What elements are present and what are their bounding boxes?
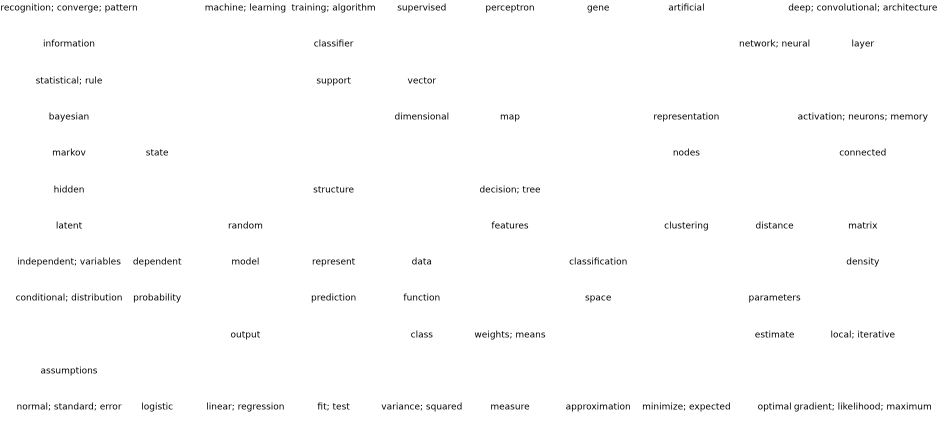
term-label: clustering bbox=[664, 221, 709, 232]
term-label: bayesian bbox=[48, 112, 90, 123]
term-label: random bbox=[227, 221, 263, 232]
term-label: map bbox=[500, 112, 520, 123]
term-label: perceptron bbox=[485, 3, 535, 14]
term-label: artificial bbox=[668, 3, 705, 14]
term-label: linear; regression bbox=[206, 402, 285, 413]
term-label: structure bbox=[313, 185, 355, 195]
term-label: output bbox=[230, 330, 261, 341]
term-label: represent bbox=[311, 257, 356, 268]
term-label: gradient; likelihood; maximum bbox=[793, 402, 932, 413]
term-label: independent; variables bbox=[17, 257, 121, 268]
term-label: dependent bbox=[132, 257, 182, 268]
term-label: estimate bbox=[754, 330, 795, 341]
term-label: space bbox=[584, 293, 612, 304]
term-label: measure bbox=[490, 402, 530, 413]
term-label: probability bbox=[133, 293, 182, 304]
term-label: dimensional bbox=[394, 112, 450, 123]
term-label: weights; means bbox=[474, 330, 546, 341]
term-label: connected bbox=[839, 148, 887, 159]
term-label: supervised bbox=[397, 3, 447, 14]
term-label: hidden bbox=[53, 185, 85, 195]
term-label: markov bbox=[52, 148, 86, 159]
term-label: local; iterative bbox=[830, 330, 896, 341]
term-label: representation bbox=[653, 112, 720, 123]
term-label: network; neural bbox=[739, 39, 811, 50]
term-label: variance; squared bbox=[381, 402, 463, 413]
term-label: layer bbox=[851, 39, 875, 50]
term-label: density bbox=[846, 257, 880, 268]
term-label: features bbox=[491, 221, 529, 232]
term-label: nodes bbox=[672, 148, 700, 159]
term-label: decision; tree bbox=[479, 185, 541, 195]
term-label: normal; standard; error bbox=[16, 402, 122, 413]
term-label: information bbox=[43, 39, 95, 50]
term-label: state bbox=[145, 148, 169, 159]
term-label: distance bbox=[755, 221, 794, 232]
term-label: assumptions bbox=[40, 366, 98, 377]
term-label: recognition; converge; pattern bbox=[0, 3, 138, 14]
term-label: gene bbox=[586, 3, 610, 14]
term-label: machine; learning bbox=[204, 3, 287, 14]
term-label: minimize; expected bbox=[642, 402, 731, 413]
term-label: matrix bbox=[848, 221, 878, 232]
term-label: class bbox=[410, 330, 433, 341]
term-label: latent bbox=[55, 221, 83, 232]
term-label: deep; convolutional; architecture bbox=[788, 3, 938, 14]
term-label: vector bbox=[407, 76, 437, 87]
term-label: classification bbox=[569, 257, 628, 268]
term-label: logistic bbox=[141, 402, 174, 413]
term-label: model bbox=[231, 257, 260, 268]
term-label: activation; neurons; memory bbox=[797, 112, 928, 123]
term-label: training; algorithm bbox=[291, 3, 376, 14]
term-label: fit; test bbox=[317, 402, 350, 413]
term-label: classifier bbox=[313, 39, 354, 50]
term-label: parameters bbox=[748, 293, 801, 304]
term-label: statistical; rule bbox=[35, 76, 103, 87]
term-label: conditional; distribution bbox=[15, 293, 123, 304]
term-label: prediction bbox=[311, 293, 357, 304]
term-label: optimal bbox=[757, 402, 792, 413]
term-label: support bbox=[316, 76, 351, 87]
term-label: data bbox=[411, 257, 432, 268]
term-label: approximation bbox=[565, 402, 631, 413]
term-label: function bbox=[403, 293, 441, 304]
